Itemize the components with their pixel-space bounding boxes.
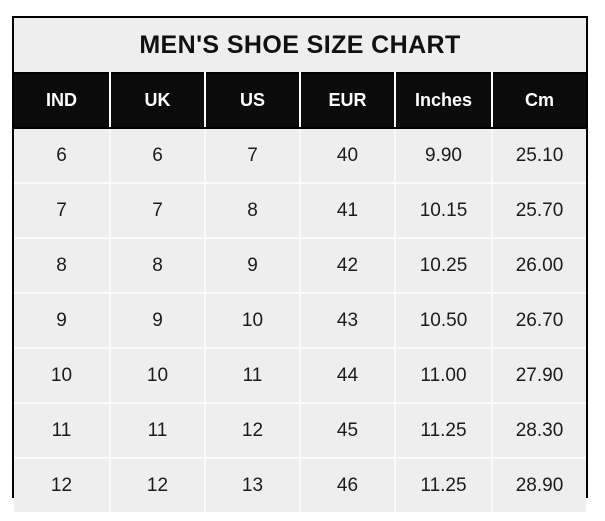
chart-title-band: MEN'S SHOE SIZE CHART — [14, 18, 586, 72]
cell-eur: 46 — [300, 458, 396, 512]
cell-uk: 11 — [110, 403, 206, 459]
cell-inches: 10.15 — [395, 183, 493, 239]
cell-eur: 45 — [300, 403, 396, 459]
column-header-inches: Inches — [395, 72, 493, 129]
table-row: 9 9 10 43 10.50 26.70 — [14, 293, 586, 349]
table-row: 10 10 11 44 11.00 27.90 — [14, 348, 586, 404]
cell-us: 7 — [205, 128, 301, 184]
table-row: 7 7 8 41 10.15 25.70 — [14, 183, 586, 239]
cell-ind: 10 — [14, 348, 111, 404]
cell-inches: 11.25 — [395, 458, 493, 512]
cell-ind: 7 — [14, 183, 111, 239]
table-header-row: IND UK US EUR Inches Cm — [14, 72, 586, 129]
cell-us: 13 — [205, 458, 301, 512]
column-header-eur: EUR — [300, 72, 396, 129]
cell-cm: 27.90 — [492, 348, 586, 404]
cell-cm: 26.70 — [492, 293, 586, 349]
cell-us: 9 — [205, 238, 301, 294]
cell-ind: 11 — [14, 403, 111, 459]
cell-cm: 25.10 — [492, 128, 586, 184]
cell-inches: 10.50 — [395, 293, 493, 349]
cell-ind: 6 — [14, 128, 111, 184]
cell-cm: 28.30 — [492, 403, 586, 459]
cell-us: 12 — [205, 403, 301, 459]
cell-us: 10 — [205, 293, 301, 349]
cell-eur: 43 — [300, 293, 396, 349]
cell-eur: 44 — [300, 348, 396, 404]
cell-us: 8 — [205, 183, 301, 239]
column-header-us: US — [205, 72, 301, 129]
cell-cm: 25.70 — [492, 183, 586, 239]
cell-uk: 9 — [110, 293, 206, 349]
column-header-ind: IND — [14, 72, 111, 129]
table-header: IND UK US EUR Inches Cm — [14, 72, 586, 129]
table-row: 11 11 12 45 11.25 28.30 — [14, 403, 586, 459]
cell-eur: 40 — [300, 128, 396, 184]
page-title: MEN'S SHOE SIZE CHART — [139, 30, 461, 59]
table-row: 6 6 7 40 9.90 25.10 — [14, 128, 586, 184]
cell-ind: 9 — [14, 293, 111, 349]
cell-uk: 7 — [110, 183, 206, 239]
table-body: 6 6 7 40 9.90 25.10 7 7 8 41 10.15 25.70… — [14, 128, 586, 512]
cell-uk: 12 — [110, 458, 206, 512]
size-chart-container: MEN'S SHOE SIZE CHART IND UK US EUR Inch… — [12, 16, 588, 512]
cell-cm: 28.90 — [492, 458, 586, 512]
cell-inches: 11.00 — [395, 348, 493, 404]
table-row: 8 8 9 42 10.25 26.00 — [14, 238, 586, 294]
shoe-size-table: IND UK US EUR Inches Cm 6 6 7 40 9.90 25… — [14, 72, 586, 512]
column-header-cm: Cm — [492, 72, 586, 129]
cell-uk: 10 — [110, 348, 206, 404]
cell-ind: 8 — [14, 238, 111, 294]
column-header-uk: UK — [110, 72, 206, 129]
cell-eur: 42 — [300, 238, 396, 294]
table-row: 12 12 13 46 11.25 28.90 — [14, 458, 586, 512]
cell-inches: 10.25 — [395, 238, 493, 294]
cell-us: 11 — [205, 348, 301, 404]
cell-uk: 6 — [110, 128, 206, 184]
cell-cm: 26.00 — [492, 238, 586, 294]
cell-inches: 11.25 — [395, 403, 493, 459]
cell-eur: 41 — [300, 183, 396, 239]
cell-uk: 8 — [110, 238, 206, 294]
cell-inches: 9.90 — [395, 128, 493, 184]
cell-ind: 12 — [14, 458, 111, 512]
